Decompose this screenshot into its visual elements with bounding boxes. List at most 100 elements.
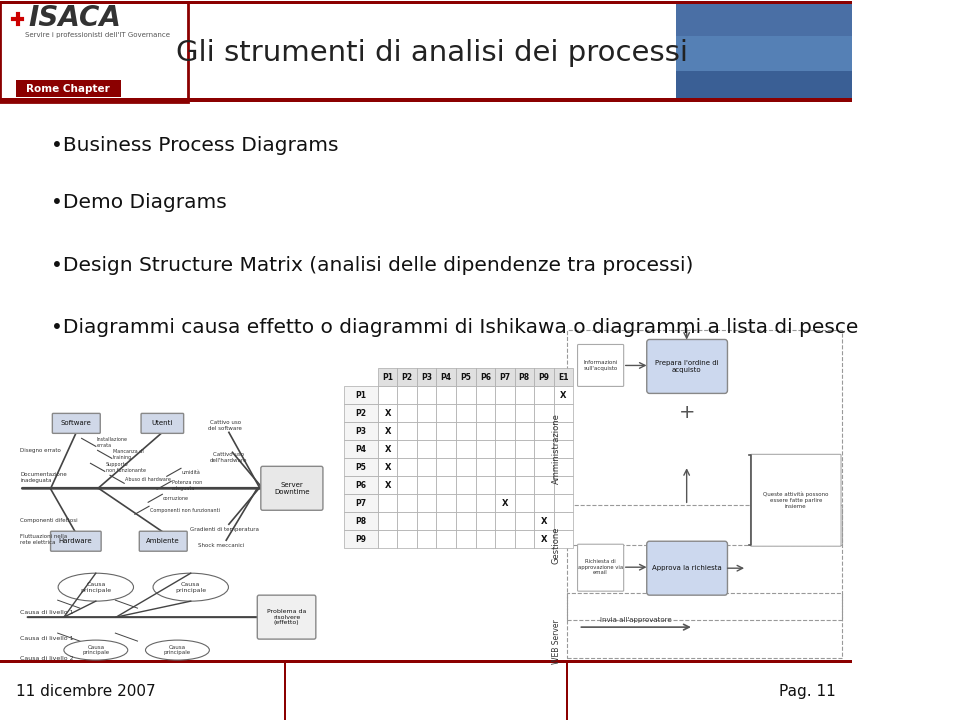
Bar	[534, 495, 554, 512]
Bar	[378, 441, 397, 459]
Text: P7: P7	[499, 373, 511, 382]
Text: X: X	[540, 535, 547, 544]
Bar	[495, 405, 515, 423]
FancyBboxPatch shape	[139, 531, 187, 552]
Bar	[437, 530, 456, 548]
Text: Causa
principale: Causa principale	[81, 582, 111, 593]
Text: Potenza non
adeguata: Potenza non adeguata	[172, 480, 203, 491]
Text: P4: P4	[355, 445, 367, 454]
Bar	[456, 441, 475, 459]
Text: P8: P8	[518, 373, 530, 382]
Bar	[397, 387, 417, 405]
Text: Queste attività possono
essere fatte parlire
insieme: Queste attività possono essere fatte par…	[763, 492, 828, 509]
Bar	[378, 477, 397, 495]
Text: X: X	[501, 499, 508, 508]
Bar	[378, 405, 397, 423]
Text: •Demo Diagrams: •Demo Diagrams	[52, 193, 228, 212]
Text: Abuso di hardware: Abuso di hardware	[125, 477, 171, 482]
Text: X: X	[384, 409, 391, 418]
Text: Disegno errato: Disegno errato	[20, 448, 61, 453]
Bar	[456, 512, 475, 530]
Bar	[437, 512, 456, 530]
Bar	[676, 36, 852, 71]
Bar	[417, 459, 437, 477]
Bar	[456, 405, 475, 423]
Bar	[397, 512, 417, 530]
Bar	[676, 1, 852, 102]
Bar	[0, 1, 188, 102]
FancyBboxPatch shape	[578, 544, 624, 591]
Bar	[475, 369, 495, 387]
Bar	[515, 369, 534, 387]
Bar	[378, 495, 397, 512]
Text: Causa
principale: Causa principale	[175, 582, 206, 593]
Bar	[437, 369, 456, 387]
Text: X: X	[384, 481, 391, 490]
Text: Gli strumenti di analisi dei processi: Gli strumenti di analisi dei processi	[176, 39, 688, 67]
Text: Servire i professionisti dell'IT Governance: Servire i professionisti dell'IT Governa…	[25, 32, 170, 38]
Bar	[345, 405, 378, 423]
Text: Causa di livello 2: Causa di livello 2	[20, 656, 74, 660]
Text: Documentazione
inadeguata: Documentazione inadeguata	[20, 472, 67, 482]
Bar	[437, 387, 456, 405]
Bar	[475, 459, 495, 477]
Text: P3: P3	[355, 427, 367, 436]
Bar	[475, 387, 495, 405]
Bar	[0, 1, 852, 4]
Text: Componenti difettosi: Componenti difettosi	[20, 518, 78, 523]
Text: Approva la richiesta: Approva la richiesta	[652, 565, 722, 571]
Text: Rome Chapter: Rome Chapter	[27, 84, 110, 94]
Bar	[515, 405, 534, 423]
Text: umidità: umidità	[181, 470, 201, 474]
Bar	[397, 369, 417, 387]
Text: Mancanza di
training: Mancanza di training	[112, 449, 143, 460]
Text: Ambiente: Ambiente	[147, 539, 180, 544]
Bar	[515, 441, 534, 459]
Bar	[495, 477, 515, 495]
Text: •Design Structure Matrix (analisi delle dipendenze tra processi): •Design Structure Matrix (analisi delle …	[52, 256, 694, 275]
Text: P2: P2	[401, 373, 413, 382]
Bar	[515, 387, 534, 405]
FancyBboxPatch shape	[257, 595, 316, 639]
Bar	[554, 405, 573, 423]
Text: X: X	[560, 391, 566, 400]
Bar	[495, 512, 515, 530]
FancyBboxPatch shape	[51, 531, 101, 552]
Text: Cattivo uso
del software: Cattivo uso del software	[208, 420, 242, 431]
Text: +: +	[679, 403, 695, 422]
FancyBboxPatch shape	[578, 344, 624, 387]
Text: corruzione: corruzione	[163, 496, 189, 501]
Bar	[417, 477, 437, 495]
Bar	[456, 423, 475, 441]
Bar	[534, 441, 554, 459]
Bar	[495, 387, 515, 405]
Bar	[397, 477, 417, 495]
Text: Fluttuazioni nella
rete elettrica: Fluttuazioni nella rete elettrica	[20, 534, 67, 544]
Bar	[378, 369, 397, 387]
Bar	[397, 459, 417, 477]
Bar	[417, 530, 437, 548]
Bar	[515, 459, 534, 477]
Bar	[534, 405, 554, 423]
Text: Informazioni
sull'acquisto: Informazioni sull'acquisto	[584, 360, 618, 371]
FancyBboxPatch shape	[141, 413, 183, 433]
Bar	[554, 441, 573, 459]
Bar	[417, 441, 437, 459]
Bar	[417, 387, 437, 405]
Text: Amministrazione: Amministrazione	[552, 413, 561, 484]
FancyBboxPatch shape	[647, 541, 728, 595]
Bar	[417, 405, 437, 423]
Text: Utenti: Utenti	[152, 420, 173, 426]
Bar	[456, 387, 475, 405]
Bar	[397, 495, 417, 512]
Bar	[534, 369, 554, 387]
Bar	[534, 530, 554, 548]
Text: ISACA: ISACA	[29, 4, 121, 32]
Bar	[0, 1, 852, 99]
Text: Software: Software	[60, 420, 91, 426]
Text: Richiesta di
approvazione via
email: Richiesta di approvazione via email	[578, 559, 623, 575]
Bar	[515, 477, 534, 495]
Bar	[567, 330, 842, 545]
Bar	[554, 530, 573, 548]
Text: Prepara l'ordine di
acquisto: Prepara l'ordine di acquisto	[655, 360, 718, 373]
